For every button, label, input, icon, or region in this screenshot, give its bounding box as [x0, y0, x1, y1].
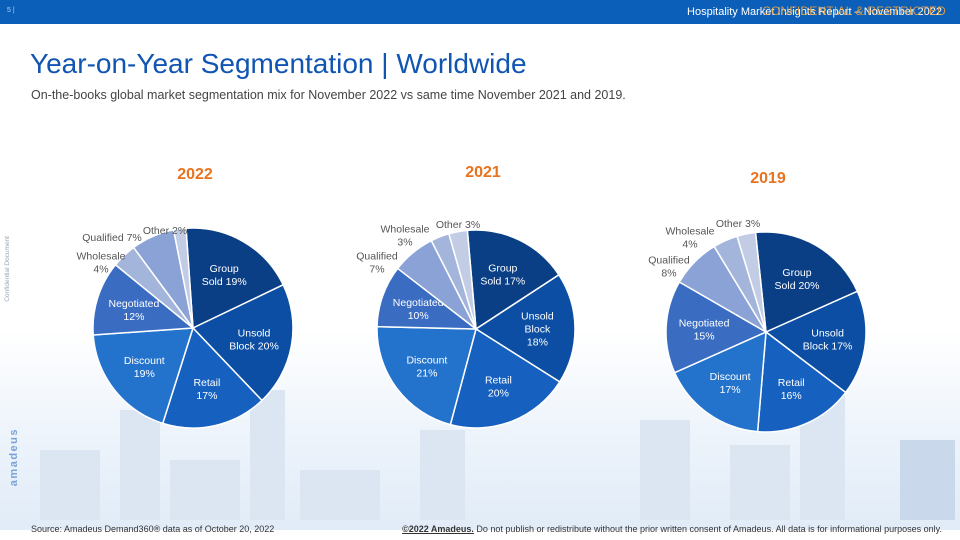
- pie-2021: Group Sold 17% Unsold Block 18% Retail 20% Disc…: [356, 219, 576, 429]
- pie-label-discount-2019: Discount 17%: [710, 371, 751, 396]
- pie-slice-unsold-block-2021: [474, 273, 576, 383]
- pie-slice-other-2019: [736, 231, 767, 333]
- pie-label-unsold-block-2021: Unsold Block 18%: [521, 311, 554, 349]
- pie-slice-negotiated-2019: [665, 280, 768, 374]
- pie-slice-discount-2022: [92, 327, 195, 425]
- pie-label-other-2019: Other 3%: [716, 218, 760, 230]
- pie-slice-discount-2019: [673, 330, 767, 433]
- pie-label-retail-2022: Retail 17%: [193, 377, 220, 402]
- pie-label-qualified-2021: Qualified 7%: [356, 251, 398, 276]
- page-number: 5 |: [7, 7, 15, 14]
- year-label-2019: 2019: [750, 170, 786, 187]
- pie-2019: Group Sold 20% Unsold Block 17% Retail 16% Dis…: [648, 218, 867, 433]
- pie-label-discount-2022: Discount 19%: [124, 355, 165, 380]
- pie-label-retail-2019: Retail 16%: [778, 377, 805, 402]
- pie-slice-unsold-block-2019: [764, 290, 867, 394]
- page-subtitle: On-the-books global market segmentation …: [31, 88, 626, 102]
- confidential-watermark: CONFIDENTIAL & RESTRICTED: [762, 4, 946, 18]
- pie-slice-other-2021: [447, 229, 477, 330]
- footer-copyright-text: Do not publish or redistribute without t…: [473, 524, 942, 534]
- pie-label-qualified-2019: Qualified 8%: [648, 255, 690, 280]
- footer-source: Source: Amadeus Demand360® data as of Oc…: [31, 524, 275, 534]
- pie-slice-group-sold-2022: [185, 227, 285, 330]
- pie-slice-discount-2021: [376, 325, 477, 426]
- pie-label-discount-2021: Discount 21%: [406, 354, 447, 379]
- pie-label-negotiated-2021: Negotiated 10%: [393, 297, 444, 322]
- pie-label-wholesale-2019: Wholesale 4%: [665, 226, 714, 251]
- pie-slice-unsold-block-2022: [191, 283, 294, 402]
- pie-slice-retail-2021: [449, 327, 561, 429]
- pie-label-wholesale-2021: Wholesale 3%: [380, 224, 429, 249]
- pie-label-retail-2021: Retail 20%: [485, 375, 512, 400]
- pie-label-unsold-block-2019: Unsold Block 17%: [803, 328, 853, 353]
- pie-label-other-2022: Other 2%: [143, 225, 187, 237]
- report-name: Hospitality Market Insights Report – Nov…: [687, 6, 942, 18]
- pie-label-group-sold-2022: Group Sold 19%: [202, 263, 247, 288]
- pie-label-group-sold-2019: Group Sold 20%: [775, 267, 820, 292]
- pie-2022: Group Sold 19% Unsold Block 20% Retail 17% Dis…: [76, 225, 294, 429]
- pie-slice-group-sold-2021: [466, 229, 560, 331]
- pie-slice-retail-2019: [756, 330, 847, 433]
- pie-label-group-sold-2021: Group Sold 17%: [480, 262, 525, 287]
- pie-label-qualified-2022: Qualified 7%: [82, 232, 142, 244]
- pie-slice-negotiated-2022: [92, 263, 195, 336]
- pie-slice-retail-2022: [161, 326, 264, 429]
- pie-label-wholesale-2022: Wholesale 4%: [76, 251, 125, 276]
- pie-slice-group-sold-2019: [754, 231, 859, 334]
- top-bar: 5 | Hospitality Market Insights Report –…: [0, 0, 960, 24]
- pie-label-other-2021: Other 3%: [436, 219, 480, 231]
- pie-slice-other-2022: [172, 227, 194, 329]
- pie-label-negotiated-2019: Negotiated 15%: [679, 317, 730, 342]
- pie-label-unsold-block-2022: Unsold Block 20%: [229, 328, 279, 353]
- footer-copyright: ©2022 Amadeus. Do not publish or redistr…: [402, 524, 942, 534]
- pie-label-negotiated-2022: Negotiated 12%: [109, 298, 160, 323]
- page-title: Year-on-Year Segmentation | Worldwide: [30, 48, 527, 79]
- footer-copyright-bold: ©2022 Amadeus.: [402, 524, 474, 534]
- year-label-2022: 2022: [177, 166, 213, 183]
- year-label-2021: 2021: [465, 164, 501, 181]
